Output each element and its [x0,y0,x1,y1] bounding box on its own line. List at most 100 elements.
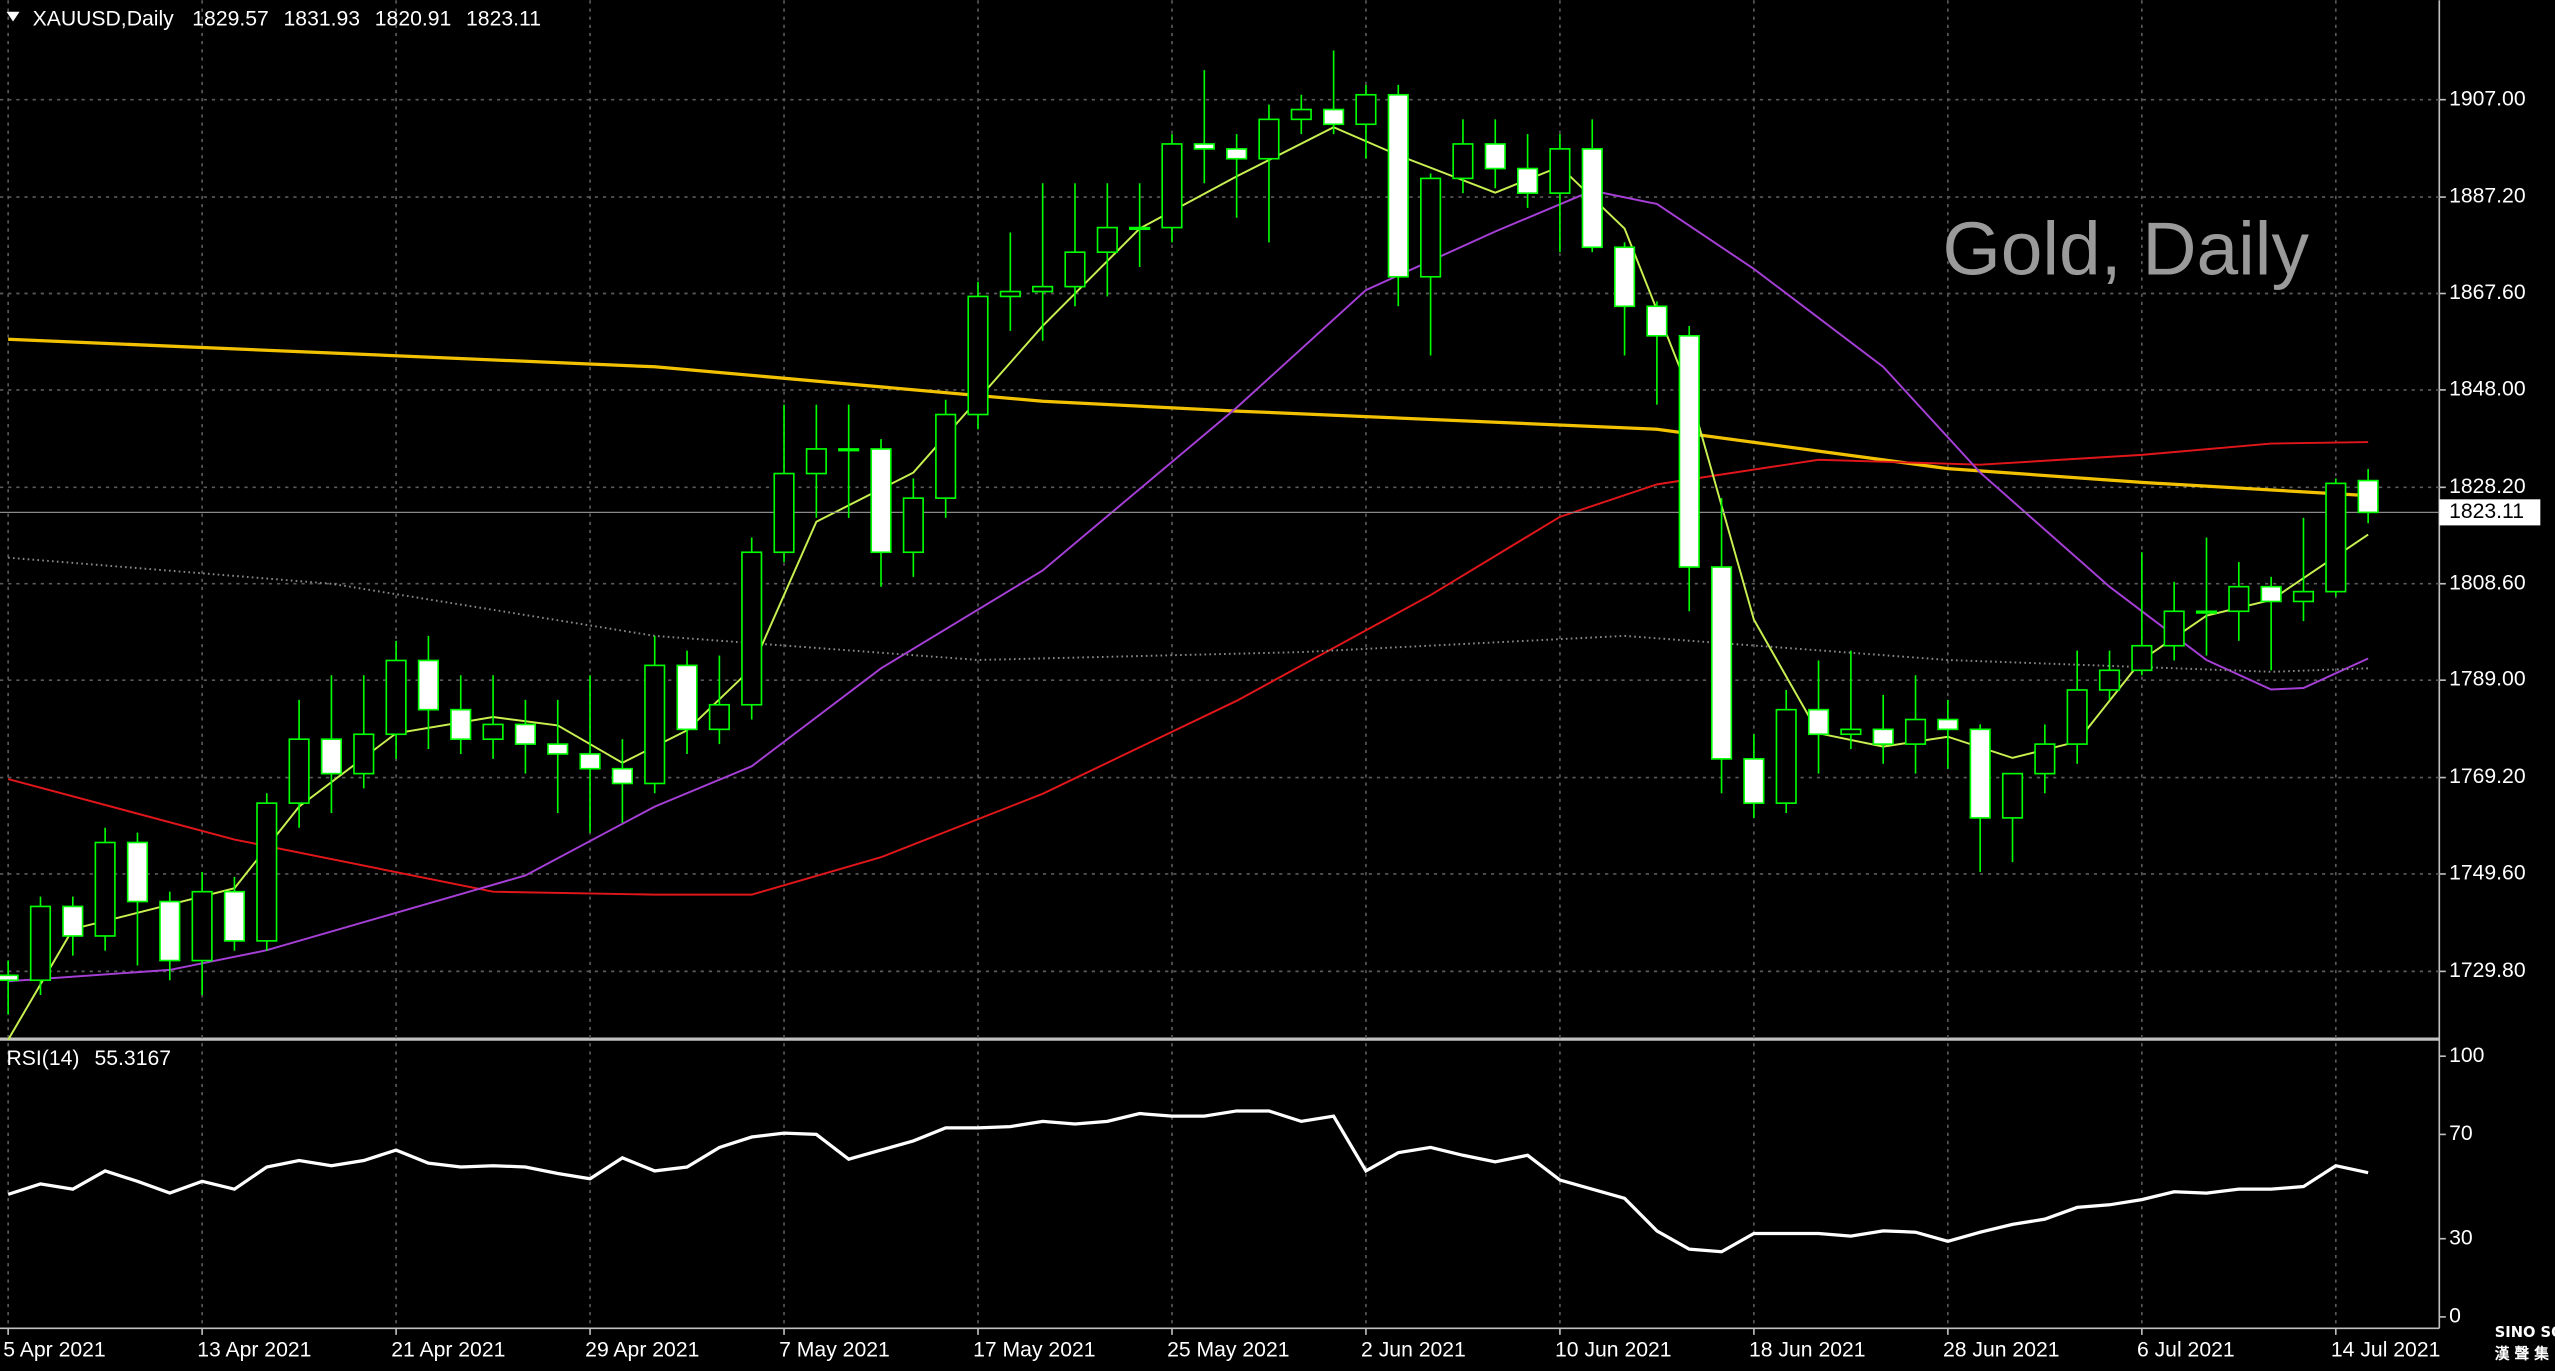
candle-body [2131,644,2153,672]
candle-body [159,900,181,962]
candle-body [1484,143,1506,170]
candle-body [741,551,763,706]
candle-body [288,738,310,804]
x-tick-label: 17 May 2021 [973,1339,1095,1362]
candle-body [2163,610,2185,647]
y-tick-label: 30 [2449,1226,2473,1249]
x-tick-label: 18 Jun 2021 [1749,1339,1866,1362]
candle-body [1775,708,1797,804]
x-tick-label: 13 Apr 2021 [197,1339,311,1362]
labels: Gold, Daily XAUUSD,Daily 1829.57 1831.93… [3,7,2555,1362]
y-tick-label: 1848.00 [2449,378,2526,401]
candle-body [1226,148,1248,160]
ohlc-close: 1823.11 [466,7,541,30]
candle-body [1549,148,1571,194]
y-tick-label: 1789.00 [2449,668,2526,691]
ohlc-high: 1831.93 [284,7,361,30]
candle-body [1678,334,1700,568]
candle-body [611,767,633,785]
candle-body [676,664,698,731]
y-tick-label: 1808.60 [2449,571,2526,594]
candle-body [1872,728,1894,745]
candle-body [223,890,246,942]
logo: SINO SOUND [2495,1324,2555,1341]
candle-body [1032,285,1054,293]
ohlc-low: 1820.91 [375,7,452,30]
candle-body [417,659,440,711]
candle-body [126,841,149,903]
x-tick-label: 25 May 2021 [1167,1339,1289,1362]
candle-body [902,497,924,554]
candle-body [1807,708,1830,736]
candle-body [1710,566,1733,760]
candle-body [2098,669,2121,691]
candle-body [1613,246,1636,308]
candle-body [1129,226,1151,231]
candle-body [805,448,827,475]
symbol: XAUUSD,Daily [33,7,175,30]
y-tick-label: 100 [2449,1044,2484,1067]
y-tick-label: 1828.20 [2449,475,2526,498]
grid [0,0,2446,1335]
x-tick-label: 14 Jul 2021 [2331,1339,2440,1362]
candle-body [256,802,278,942]
candle-body [547,743,569,755]
rsi-value: 55.3167 [95,1047,172,1070]
last-price-box [2439,499,2541,526]
candle-body [773,472,795,554]
candle-body [1064,251,1086,288]
candle-body [2066,689,2088,745]
candle-body [62,905,84,937]
moving-average [8,337,2369,498]
candle-body [353,733,375,775]
candle-body [1258,118,1280,160]
candle-body [385,659,407,736]
candle-body [1193,143,1215,150]
x-tick-label: 2 Jun 2021 [1361,1339,1466,1362]
x-tick-label: 5 Apr 2021 [3,1339,105,1362]
candle-body [1387,93,1409,278]
candle-body [999,290,1021,298]
y-tick-label: 1907.00 [2449,87,2526,110]
rsi-line [7,1109,2369,1254]
candles [0,50,2379,1015]
y-tick-label: 0 [2449,1305,2461,1328]
dropdown-icon [6,11,20,22]
x-tick-label: 10 Jun 2021 [1555,1339,1672,1362]
candle-body [1840,728,1862,736]
candle-body [1904,718,1927,745]
y-tick-label: 1729.80 [2449,959,2526,982]
candle-body [2260,585,2282,603]
candle-body [2034,743,2056,775]
candle-body [0,974,19,982]
candle-body [1969,728,1991,819]
candle-body [450,708,472,741]
candle-body [1452,143,1474,180]
rsi-title: RSI(14) [7,1047,80,1070]
candle-body [708,703,730,731]
candle-body [482,723,504,741]
candle-body [838,448,860,452]
x-tick-label: 28 Jun 2021 [1943,1339,2060,1362]
candle-body [94,841,116,937]
last-price-label: 1823.11 [2449,500,2524,523]
candle-body [1581,148,1603,249]
y-tick-label: 70 [2449,1122,2473,1145]
y-tick-label: 1887.20 [2449,185,2526,208]
candle-body [2292,590,2315,603]
candle-body [29,905,52,982]
candle-body [2195,610,2218,614]
candle-body [579,753,601,770]
x-tick-label: 6 Jul 2021 [2137,1339,2235,1362]
candle-body [2325,482,2347,593]
y-tick-label: 1867.60 [2449,281,2526,304]
candle-body [1323,108,1345,126]
candle-body [1355,93,1377,126]
candle-body [2357,479,2379,514]
candle-body [1516,167,1539,194]
watermark: Gold, Daily [1942,206,2309,290]
x-tick-label: 21 Apr 2021 [391,1339,505,1362]
candle-body [191,890,213,962]
candle-body [1161,143,1183,229]
